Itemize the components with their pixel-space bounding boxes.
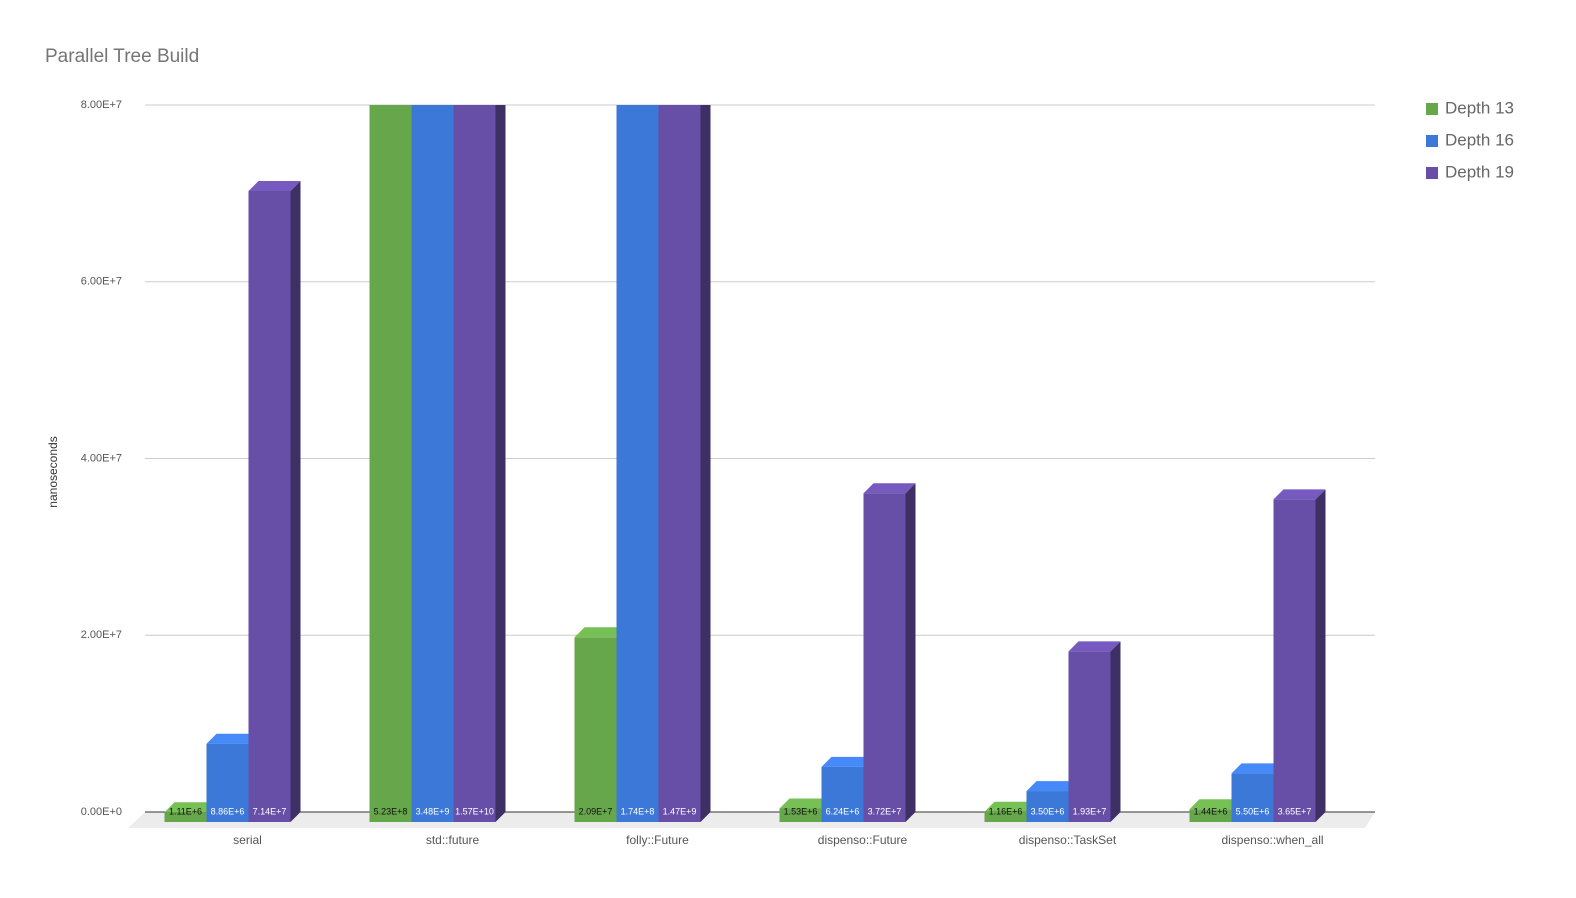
bar — [1273, 499, 1316, 822]
value-label: 2.09E+7 — [579, 806, 613, 816]
bars — [164, 105, 1326, 823]
bar — [616, 105, 659, 822]
legend-label: Depth 13 — [1445, 98, 1514, 117]
value-label: 5.50E+6 — [1236, 806, 1270, 816]
bar-top — [863, 483, 916, 494]
value-label: 6.24E+6 — [826, 806, 860, 816]
legend-label: Depth 16 — [1445, 130, 1514, 149]
y-axis-label: nanoseconds — [46, 436, 60, 507]
bar — [574, 637, 617, 822]
bar-top — [1189, 799, 1242, 810]
bar — [1231, 773, 1274, 822]
floor — [128, 812, 1375, 828]
value-label: 7.14E+7 — [253, 806, 287, 816]
bar — [984, 811, 1027, 822]
value-label: 5.23E+8 — [374, 806, 408, 816]
bar-top — [821, 756, 874, 767]
bar-side — [905, 483, 916, 822]
value-label: 8.86E+6 — [211, 806, 245, 816]
value-label: 3.72E+7 — [868, 806, 902, 816]
value-label: 1.57E+10 — [455, 806, 494, 816]
bar-side — [1315, 489, 1326, 822]
legend-swatch — [1426, 135, 1438, 147]
x-tick-label: dispenso::when_all — [1221, 833, 1323, 847]
bar-top — [984, 801, 1037, 812]
legend-swatch — [1426, 103, 1438, 115]
bar — [369, 105, 412, 823]
bar-side — [495, 105, 506, 822]
y-tick-label: 6.00E+7 — [81, 276, 122, 288]
bar — [821, 766, 864, 822]
bar — [658, 105, 701, 822]
y-tick-label: 2.00E+7 — [81, 629, 122, 641]
chart-title: Parallel Tree Build — [45, 46, 199, 67]
value-label: 1.53E+6 — [784, 806, 818, 816]
bar — [863, 493, 906, 822]
bar-side — [700, 105, 711, 822]
bar — [453, 105, 496, 822]
bar — [779, 808, 822, 822]
bar-top — [1026, 781, 1079, 792]
bar-top — [164, 802, 217, 813]
x-tick-label: folly::Future — [626, 833, 689, 847]
x-tick-label: dispenso::Future — [818, 833, 908, 847]
value-label: 1.74E+8 — [621, 806, 655, 816]
value-label: 1.16E+6 — [989, 806, 1023, 816]
legend-swatch — [1426, 167, 1438, 179]
bar-top — [1068, 641, 1121, 652]
bar — [164, 812, 207, 822]
bar-side — [1110, 641, 1121, 822]
bar-top — [206, 733, 259, 744]
y-tick-label: 8.00E+7 — [81, 99, 122, 111]
bar-top — [779, 798, 832, 809]
bar — [206, 743, 249, 822]
bar-side — [290, 181, 301, 822]
value-label: 1.47E+9 — [663, 806, 697, 816]
bar — [411, 105, 454, 822]
x-tick-label: dispenso::TaskSet — [1019, 833, 1117, 847]
value-label: 1.44E+6 — [1194, 806, 1228, 816]
value-label: 1.11E+6 — [169, 806, 202, 816]
bar-top — [1231, 763, 1284, 774]
value-label: 3.48E+9 — [416, 806, 450, 816]
y-tick-label: 4.00E+7 — [81, 452, 122, 464]
bar-top — [248, 181, 301, 192]
legend-label: Depth 19 — [1445, 162, 1514, 181]
x-tick-label: serial — [233, 833, 262, 847]
value-label: 3.65E+7 — [1278, 806, 1312, 816]
x-tick-label: std::future — [426, 833, 480, 847]
bar — [1068, 651, 1111, 822]
bar — [248, 191, 291, 822]
bar-top — [1273, 489, 1326, 500]
value-label: 1.93E+7 — [1073, 806, 1107, 816]
value-label: 3.50E+6 — [1031, 806, 1065, 816]
bar — [1189, 809, 1232, 822]
bar-top — [574, 627, 627, 638]
bar — [1026, 791, 1069, 822]
y-tick-label: 0.00E+0 — [81, 806, 122, 818]
